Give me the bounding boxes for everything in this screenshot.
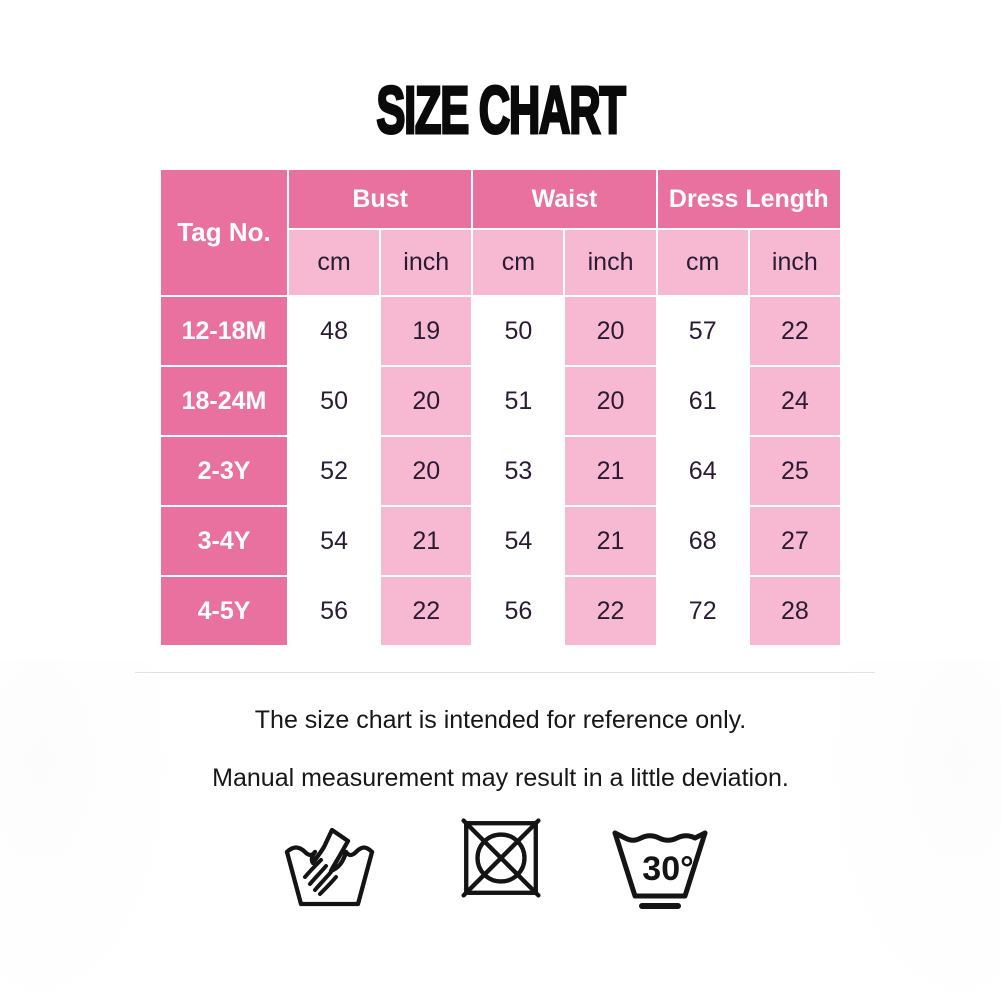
svg-text:30°: 30° xyxy=(642,850,693,888)
